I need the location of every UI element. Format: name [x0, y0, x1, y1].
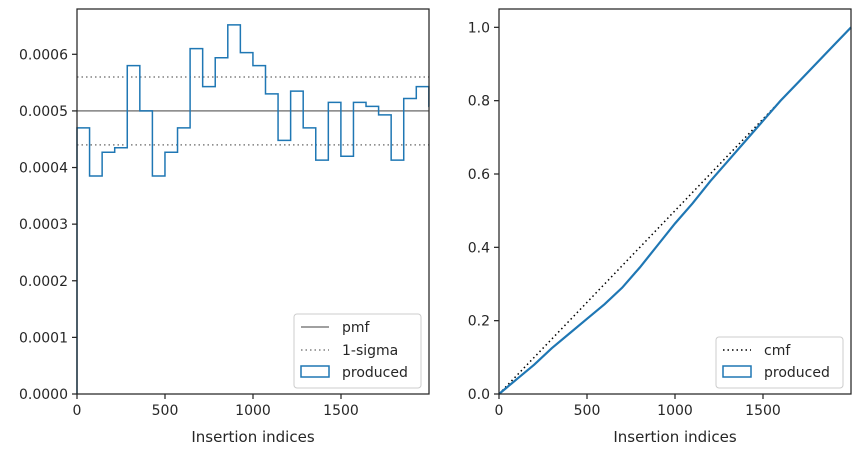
y-tick-label: 0.0004 [19, 161, 68, 177]
legend-produced-swatch [300, 365, 330, 378]
x-tick-label: 500 [574, 403, 601, 419]
y-tick-label: 0.8 [468, 94, 490, 110]
right-legend-box [715, 336, 844, 389]
left-chart-y-ticks: 0.0000 0.0001 0.0002 0.0003 0.0004 0.0005 0.00… [19, 47, 77, 403]
y-tick-label: 0.0005 [19, 104, 68, 120]
y-tick-label: 0.4 [468, 240, 490, 256]
y-tick-label: 0.0001 [19, 330, 68, 346]
left-chart-series [76, 24, 430, 394]
left-chart-legend: pmf 1-sigma produced [293, 313, 422, 389]
right-chart-frame [498, 8, 852, 395]
left-chart-x-ticks: 0 500 1000 1500 [73, 394, 359, 419]
y-tick-label: 0.0003 [19, 217, 68, 233]
produced-histogram-step [76, 24, 430, 394]
y-tick-label: 0.6 [468, 167, 490, 183]
legend-pmf-label: pmf [342, 320, 371, 336]
legend-produced-label-right: produced [764, 365, 830, 381]
y-tick-label: 0.0 [468, 387, 490, 403]
right-chart-legend: cmf produced [715, 336, 844, 389]
y-tick-label: 0.0000 [19, 387, 68, 403]
legend-produced-swatch-right [722, 365, 752, 378]
right-chart-x-ticks: 0 500 1000 1500 [495, 394, 781, 419]
legend-cmf-label: cmf [764, 343, 791, 359]
right-chart-y-ticks: 0.0 0.2 0.4 0.6 0.8 1.0 [468, 20, 499, 403]
left-chart-x-axis-label: Insertion indices [191, 428, 314, 446]
y-tick-label: 0.2 [468, 314, 490, 330]
produced-series-line [498, 26, 852, 395]
y-tick-label: 0.0006 [19, 47, 68, 63]
y-tick-label: 0.0002 [19, 274, 68, 290]
left-chart-panel: 0 500 1000 1500 0.00000.00010.00020.00030.0… [19, 8, 430, 446]
x-tick-label: 1000 [235, 403, 271, 419]
x-tick-label: 1500 [323, 403, 359, 419]
y-tick-label: 1.0 [468, 20, 490, 36]
x-tick-label: 500 [152, 403, 179, 419]
x-tick-label: 1000 [657, 403, 693, 419]
x-tick-label: 0 [73, 403, 82, 419]
right-chart-series [498, 26, 852, 395]
left-chart-reference-lines [77, 76, 429, 146]
right-chart-panel: 0 500 1000 1500 0.0 0.2 0.4 0.6 0.8 1.0 Insertio… [468, 8, 852, 446]
left-legend-box [293, 313, 422, 389]
right-chart-x-axis-label: Insertion indices [613, 428, 736, 446]
x-tick-label: 1500 [745, 403, 781, 419]
x-tick-label: 0 [495, 403, 504, 419]
legend-1-sigma-label: 1-sigma [342, 343, 398, 359]
legend-produced-label: produced [342, 365, 408, 381]
